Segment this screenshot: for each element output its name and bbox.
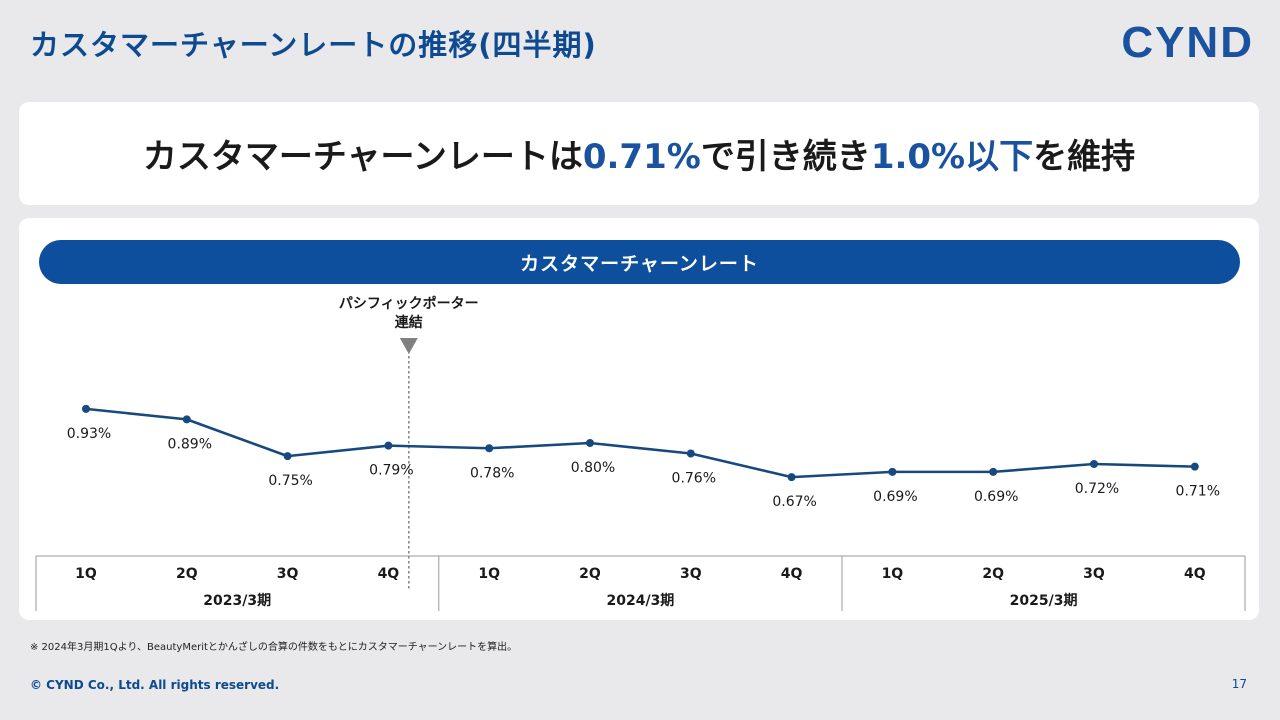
data-point: [182, 415, 191, 424]
x-tick-label: 3Q: [680, 566, 702, 582]
annotation-label: パシフィックポーター: [339, 295, 479, 312]
data-label: 0.89%: [168, 436, 212, 452]
chart-title: カスタマーチャーンレート: [39, 240, 1240, 284]
x-tick-label: 1Q: [882, 566, 904, 582]
data-label: 0.67%: [772, 494, 816, 510]
x-tick-label: 4Q: [378, 566, 400, 582]
headline-card: カスタマーチャーンレートは0.71%で引き続き1.0%以下を維持: [19, 102, 1259, 205]
chart-card: カスタマーチャーンレート パシフィックポーター 連結 0.93% 0.89% 0.75%…: [19, 218, 1259, 620]
data-point: [384, 441, 393, 450]
annotation-label: 連結: [395, 314, 423, 331]
x-tick-label: 3Q: [1083, 566, 1105, 582]
x-group-label: 2024/3期: [606, 593, 674, 609]
data-point: [787, 473, 796, 482]
data-label: 0.76%: [672, 471, 716, 487]
data-label: 0.79%: [369, 463, 413, 479]
headline-value-threshold: 1.0%以下: [870, 137, 1034, 177]
headline-text-3: を維持: [1033, 137, 1136, 177]
x-tick-label: 3Q: [277, 566, 299, 582]
annotation-triangle-icon: [399, 338, 418, 354]
data-point: [82, 404, 90, 413]
headline: カスタマーチャーンレートは0.71%で引き続き1.0%以下を維持: [143, 129, 1135, 178]
page-title: カスタマーチャーンレートの推移(四半期): [30, 28, 597, 62]
data-point: [485, 444, 494, 453]
data-point: [283, 452, 292, 461]
data-label: 0.69%: [974, 489, 1018, 505]
x-tick-label: 1Q: [75, 566, 97, 582]
x-tick-label: 4Q: [1184, 566, 1206, 582]
headline-text-2: で引き続き: [700, 137, 871, 177]
data-point: [1190, 462, 1199, 471]
data-label: 0.71%: [1176, 484, 1220, 500]
x-tick-label: 4Q: [781, 566, 803, 582]
headline-text-1: カスタマーチャーンレートは: [142, 137, 583, 177]
x-group-label: 2023/3期: [203, 593, 271, 609]
data-point: [1090, 460, 1098, 468]
data-point: [586, 439, 594, 447]
data-label: 0.93%: [67, 426, 111, 442]
cynd-logo: CYND: [1121, 18, 1254, 67]
data-label: 0.69%: [873, 489, 917, 505]
data-label: 0.72%: [1075, 481, 1119, 497]
x-tick-label: 2Q: [982, 566, 1004, 582]
footnote: ※ 2024年3月期1Qより、BeautyMeritとかんざしの合算の件数をもと…: [30, 642, 518, 653]
churn-series-line: [85, 407, 1195, 479]
copyright: © CYND Co., Ltd. All rights reserved.: [30, 678, 280, 692]
data-label: 0.78%: [470, 465, 514, 481]
data-point: [686, 449, 695, 458]
data-point: [888, 467, 897, 476]
x-tick-label: 2Q: [176, 566, 198, 582]
page-number: 17: [1231, 677, 1247, 691]
data-label: 0.80%: [571, 460, 615, 476]
x-tick-label: 1Q: [478, 566, 500, 582]
x-group-label: 2025/3期: [1010, 593, 1078, 609]
x-tick-label: 2Q: [579, 566, 601, 582]
headline-value-churn: 0.71%: [582, 137, 701, 177]
data-point: [989, 467, 998, 476]
data-label: 0.75%: [268, 473, 312, 489]
